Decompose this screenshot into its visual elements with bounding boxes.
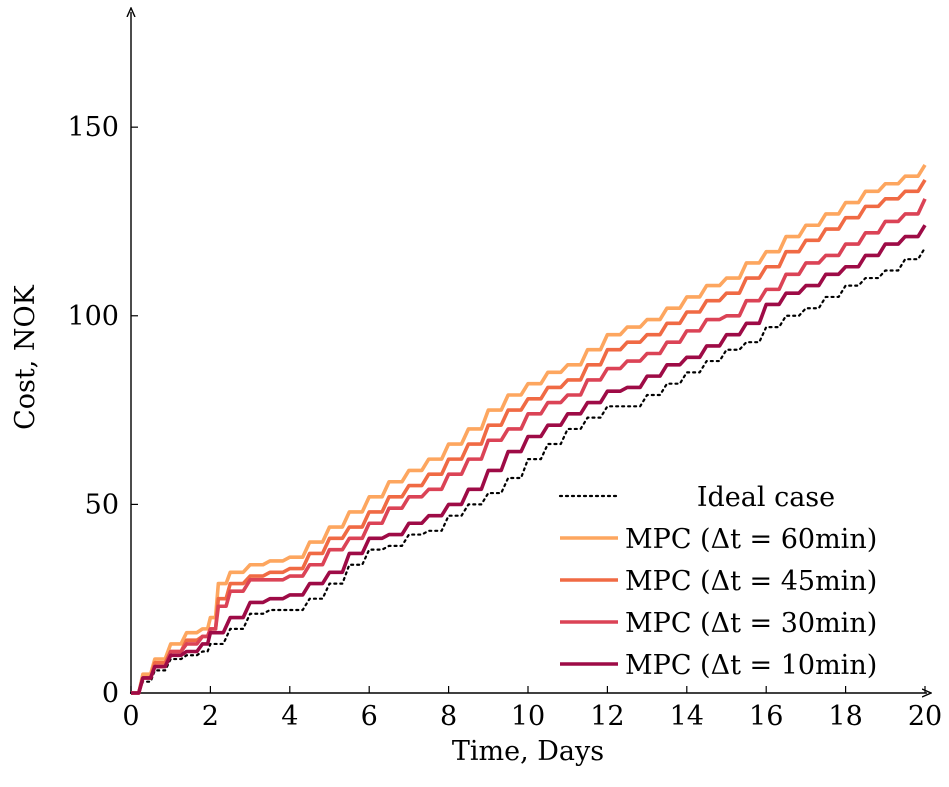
x-tick-label: 20 — [908, 701, 942, 732]
series-line — [131, 179, 927, 695]
x-tick-label: 8 — [440, 701, 457, 732]
legend-label: MPC (Δt = 30min) — [625, 608, 877, 639]
legend-label: MPC (Δt = 10min) — [625, 650, 877, 681]
x-tick-label: 12 — [590, 701, 624, 732]
x-axis-title: Time, Days — [452, 736, 604, 767]
x-tick-label: 4 — [281, 701, 298, 732]
y-tick-label: 100 — [67, 301, 119, 332]
x-tick-label: 14 — [670, 701, 704, 732]
x-tick-label: 10 — [511, 701, 545, 732]
series-line — [131, 163, 927, 695]
x-tick-label: 2 — [202, 701, 219, 732]
x-tick-label: 0 — [122, 701, 139, 732]
x-tick-label: 18 — [828, 701, 862, 732]
y-tick-label: 50 — [85, 489, 119, 520]
y-tick-label: 0 — [102, 678, 119, 709]
legend-label: MPC (Δt = 45min) — [625, 566, 877, 597]
legend-label: MPC (Δt = 60min) — [625, 524, 877, 555]
series-line — [131, 224, 927, 695]
y-tick-label: 150 — [67, 112, 119, 143]
x-tick-label: 16 — [749, 701, 783, 732]
legend-label: Ideal case — [697, 482, 835, 513]
x-tick-label: 6 — [361, 701, 378, 732]
series-line — [129, 246, 927, 695]
series-line — [131, 198, 927, 695]
y-axis-title: Cost, NOK — [10, 284, 41, 430]
